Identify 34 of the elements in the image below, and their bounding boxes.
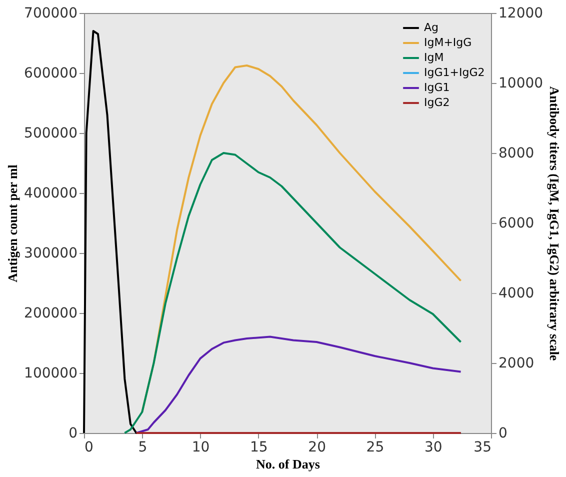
y2-axis-title: Antibody titers (IgM, IgG1, IgG2) arbitrary scale <box>547 86 562 361</box>
x-tick-label: 10 <box>192 440 210 456</box>
y2-tick-label: 12000 <box>498 6 544 22</box>
y2-tick-label: 8000 <box>498 146 534 162</box>
y2-tick-label: 2000 <box>498 356 534 372</box>
legend-label: IgG2 <box>424 96 450 109</box>
y2-tick-label: 4000 <box>498 286 534 302</box>
x-tick-label: 0 <box>84 440 94 456</box>
y-tick-label: 200000 <box>24 306 78 322</box>
legend-label: IgG1 <box>424 81 450 94</box>
legend-label: IgG1+IgG2 <box>424 66 485 79</box>
y2-tick-label: 10000 <box>498 76 544 92</box>
x-tick-label: 20 <box>308 440 326 456</box>
y-tick-label: 100000 <box>24 366 78 382</box>
y-tick-label: 600000 <box>24 66 78 82</box>
legend-label: IgM <box>424 51 444 64</box>
y-tick-label: 700000 <box>24 6 78 22</box>
legend-label: Ag <box>424 21 439 34</box>
y2-tick-label: 0 <box>498 426 508 442</box>
x-tick-label: 5 <box>138 440 148 456</box>
x-tick-label: 25 <box>366 440 384 456</box>
x-tick-label: 30 <box>424 440 442 456</box>
y-tick-label: 400000 <box>24 186 78 202</box>
y-tick-label: 300000 <box>24 246 78 262</box>
y2-tick-label: 6000 <box>498 216 534 232</box>
y-axis-title: Antigen count per ml <box>5 164 20 282</box>
line-series <box>135 336 462 434</box>
line-series <box>124 152 462 434</box>
x-axis-title: No. of Days <box>256 456 320 472</box>
x-tick-label: 15 <box>250 440 268 456</box>
x-tick-label: 35 <box>474 440 492 456</box>
legend-label: IgM+IgG <box>424 36 472 49</box>
y-tick-label: 0 <box>68 426 78 442</box>
y-tick-label: 500000 <box>24 126 78 142</box>
